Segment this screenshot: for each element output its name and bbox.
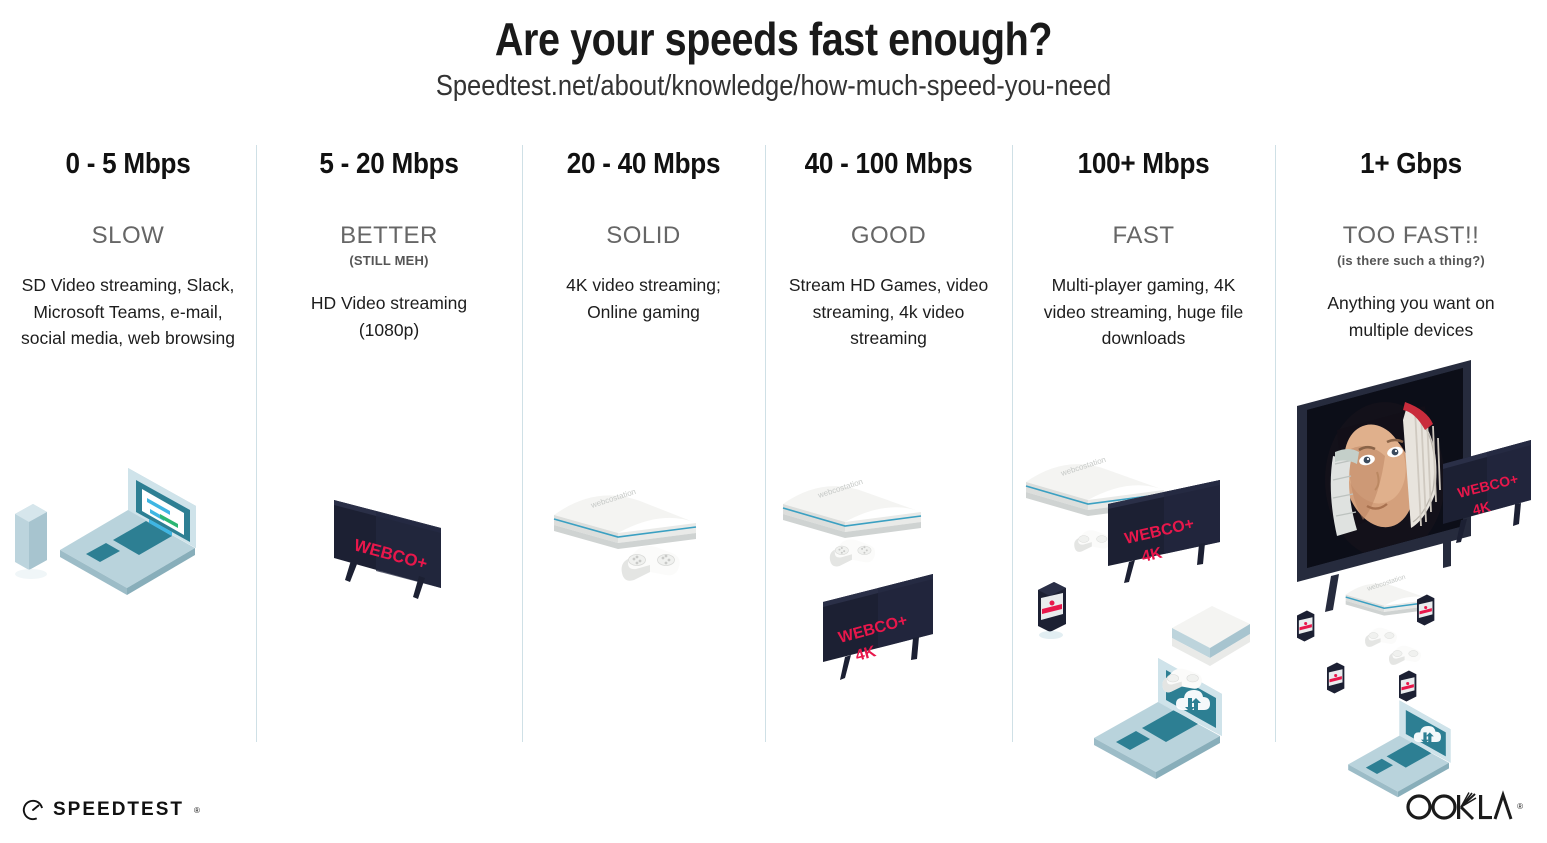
speed-range-label: 40 - 100 Mbps (804, 148, 973, 180)
router-box-icon (1172, 606, 1250, 666)
speed-description: SD Video streaming, Slack, Microsoft Tea… (21, 275, 235, 349)
page-subtitle-url: Speedtest.net/about/knowledge/how-much-s… (435, 70, 1112, 102)
game-controller-icon (1364, 627, 1397, 647)
speed-rating-label: SLOW (91, 222, 165, 249)
column-divider (522, 145, 523, 742)
tv-resolution-label: 4K (1471, 498, 1492, 518)
column-divider (256, 145, 257, 742)
speed-rating-sublabel: (is there such a thing?) (1337, 253, 1485, 268)
illustration-multi-device-cluster: webcostation (1012, 452, 1275, 779)
speedometer-icon (22, 799, 44, 821)
speed-range-label: 1+ Gbps (1360, 148, 1462, 180)
column-divider (765, 145, 766, 742)
speed-tier-column-2: 20 - 40 Mbps SOLID 4K video streaming; O… (522, 132, 765, 742)
speed-tier-column-0: 0 - 5 Mbps SLOW SD Video streaming, Slac… (0, 132, 256, 742)
speed-tier-column-5: 1+ Gbps TOO FAST!! (is there such a thin… (1275, 132, 1547, 798)
speed-range-label: 20 - 40 Mbps (566, 148, 721, 180)
ookla-trademark: ® (1517, 802, 1523, 811)
game-controller-icon (1074, 530, 1111, 552)
ookla-logo: ® (1403, 789, 1523, 823)
game-controller-icon (1162, 668, 1202, 693)
speed-description: Anything you want on multiple devices (1327, 293, 1495, 340)
phone-icon (1297, 610, 1315, 642)
game-console-icon: webcostation (1025, 455, 1165, 516)
tv-resolution-label: 4K (854, 643, 879, 665)
tv-4k-icon: WEBCO+ 4K (1443, 440, 1531, 543)
phone-icon (1417, 594, 1435, 626)
game-controller-icon (621, 545, 680, 581)
header: Are your speeds fast enough? Speedtest.n… (0, 0, 1547, 103)
speed-range-label: 0 - 5 Mbps (65, 148, 191, 180)
speed-tier-column-4: 100+ Mbps FAST Multi-player gaming, 4K v… (1012, 132, 1275, 779)
speed-rating-label: FAST (1112, 222, 1175, 249)
illustration-tv: WEBCO+ (256, 472, 522, 612)
speedtest-wordmark: SPEEDTEST (53, 799, 184, 820)
speed-range-label: 5 - 20 Mbps (319, 148, 459, 180)
tv-4k-icon: WEBCO+ 4K (823, 574, 933, 680)
speed-description: HD Video streaming (1080p) (310, 293, 468, 340)
speed-tier-columns: 0 - 5 Mbps SLOW SD Video streaming, Slac… (0, 132, 1547, 798)
game-controller-icon (1388, 645, 1421, 665)
laptop-icon (1094, 658, 1222, 779)
game-console-icon: webcostation (553, 487, 697, 549)
speed-description: Stream HD Games, video streaming, 4k vid… (788, 275, 989, 349)
tv-astronaut-icon (1297, 360, 1471, 612)
ookla-wordmark (1406, 790, 1513, 821)
phone-icon (15, 504, 47, 579)
illustration-everything-cluster: WEBCO+ 4K webcostation (1275, 360, 1547, 798)
speed-rating-label: BETTER (340, 222, 438, 249)
tv-icon: WEBCO+ (334, 500, 441, 599)
laptop-icon (1348, 700, 1451, 798)
game-console-icon: webcostation (782, 477, 922, 538)
speedtest-logo: SPEEDTEST ® (22, 799, 200, 821)
phone-icon (1399, 670, 1417, 702)
footer: SPEEDTEST ® (0, 773, 1547, 843)
speed-tier-column-3: 40 - 100 Mbps GOOD Stream HD Games, vide… (765, 132, 1012, 742)
game-controller-icon (829, 539, 876, 567)
speed-description: Multi-player gaming, 4K video streaming,… (1043, 275, 1244, 349)
column-divider (1275, 145, 1276, 742)
illustration-laptop-phone (0, 462, 256, 612)
column-divider (1012, 145, 1013, 742)
illustration-console-controller: webcostation (522, 467, 765, 617)
speed-range-label: 100+ Mbps (1077, 148, 1210, 180)
tv-4k-icon: WEBCO+ 4K (1108, 480, 1220, 583)
speed-description: 4K video streaming; Online gaming (566, 275, 721, 322)
phone-icon (1327, 662, 1345, 694)
page-title: Are your speeds fast enough? (494, 13, 1053, 65)
tv-resolution-label: 4K (1140, 545, 1164, 566)
phone-icon (1038, 582, 1066, 639)
speedtest-trademark: ® (193, 805, 200, 815)
speed-tier-column-1: 5 - 20 Mbps BETTER (STILL MEH) HD Video … (256, 132, 522, 742)
laptop-icon (60, 468, 196, 595)
illustration-console-controller-tv: webcostation (765, 462, 1012, 692)
speed-rating-sublabel: (STILL MEH) (349, 253, 429, 268)
speed-rating-label: SOLID (606, 222, 681, 249)
speed-rating-label: GOOD (850, 222, 927, 249)
speed-rating-label: TOO FAST!! (1342, 222, 1480, 249)
